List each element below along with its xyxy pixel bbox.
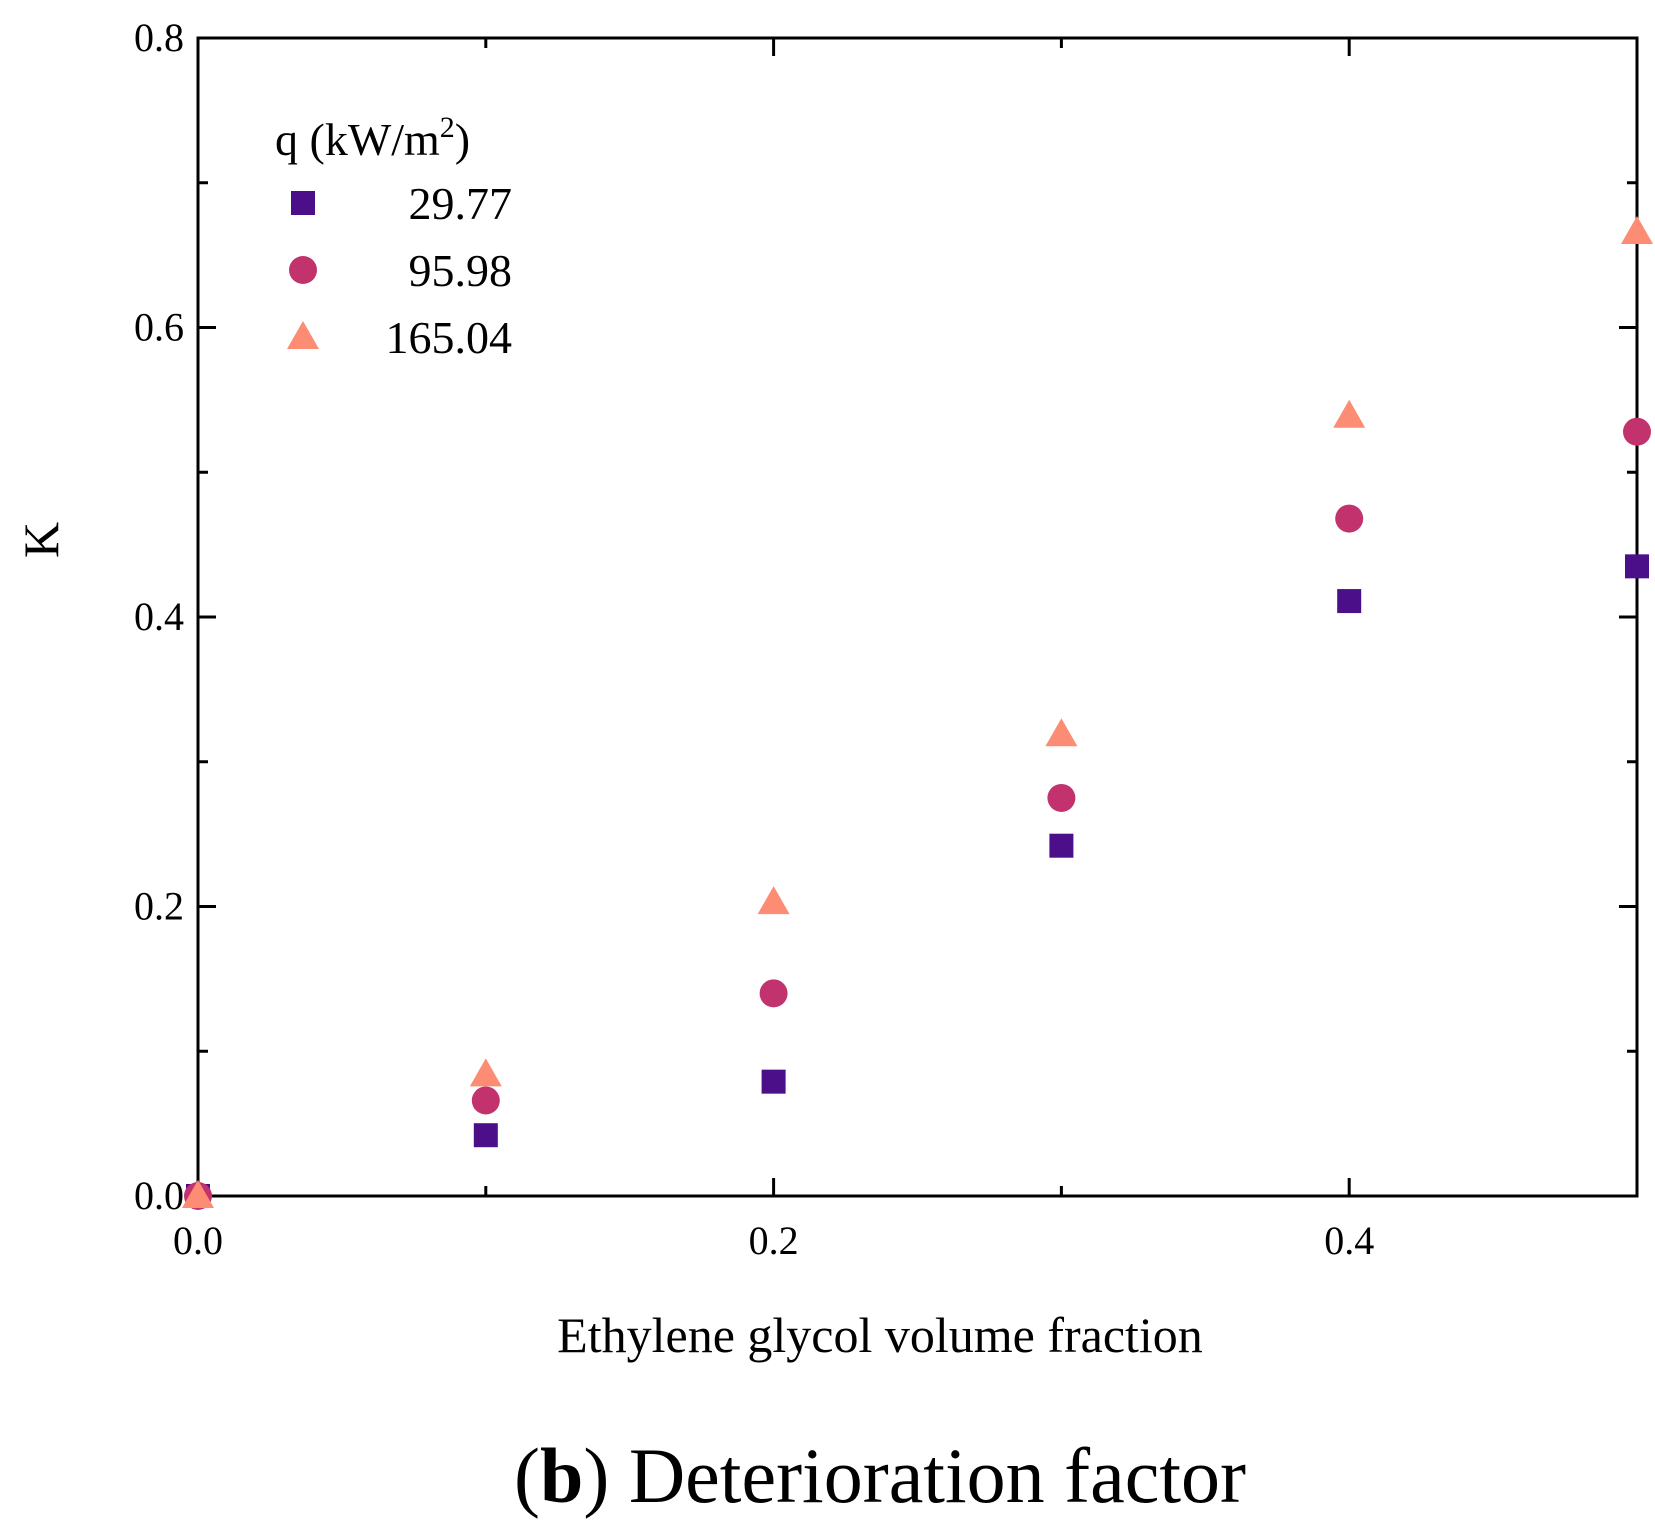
y-tick-label: 0.6	[134, 305, 184, 350]
data-markers	[182, 215, 1653, 1210]
caption-open-paren: (	[514, 1432, 540, 1519]
data-point-triangle	[182, 1180, 214, 1208]
x-axis-title: Ethylene glycol volume fraction	[557, 1307, 1203, 1363]
data-point-circle	[1623, 417, 1651, 446]
legend-label: 95.98	[409, 245, 513, 296]
data-point-triangle	[469, 1058, 502, 1087]
data-point-triangle	[757, 886, 790, 915]
data-point-triangle	[1621, 215, 1653, 244]
data-point-square	[1337, 589, 1362, 614]
data-point-circle	[1047, 783, 1076, 812]
data-point-circle	[759, 979, 788, 1008]
axis-ticks: 0.0 0.2 0.4 0.6 0.8 0.0 0.2 0.4	[134, 15, 1639, 1263]
caption-text: Deterioration factor	[609, 1432, 1246, 1519]
legend-marker-triangle	[287, 321, 319, 349]
series-circle	[184, 417, 1651, 1210]
data-point-circle	[471, 1086, 500, 1115]
figure-caption: (b) Deterioration factor	[514, 1432, 1246, 1519]
x-tick-label: 0.0	[173, 1218, 223, 1263]
data-point-triangle	[1045, 718, 1078, 747]
legend: q (kW/m2) 29.77 95.98 165.04	[275, 111, 512, 363]
series-triangle	[182, 215, 1653, 1208]
x-tick-label: 0.2	[749, 1218, 799, 1263]
legend-label: 29.77	[409, 178, 513, 229]
y-tick-label: 0.4	[134, 594, 184, 639]
data-point-square	[1625, 554, 1649, 579]
legend-label: 165.04	[386, 312, 513, 363]
series-square	[186, 554, 1649, 1208]
caption-close-paren: )	[583, 1432, 609, 1519]
legend-marker-square	[291, 191, 315, 215]
data-point-circle	[1335, 504, 1364, 533]
data-point-square	[761, 1069, 786, 1094]
y-tick-label: 0.8	[134, 15, 184, 60]
legend-items: 29.77 95.98 165.04	[287, 178, 512, 363]
legend-title-prefix: q (kW/m	[275, 114, 440, 165]
data-point-square	[1049, 833, 1074, 858]
y-axis-title: K	[13, 522, 69, 558]
data-point-square	[473, 1123, 498, 1148]
legend-title: q (kW/m2)	[275, 111, 470, 165]
y-tick-label: 0.0	[134, 1173, 184, 1218]
x-tick-label: 0.4	[1324, 1218, 1374, 1263]
data-point-triangle	[1333, 399, 1366, 428]
y-tick-label: 0.2	[134, 884, 184, 929]
legend-title-superscript: 2	[440, 111, 455, 144]
legend-marker-circle	[289, 256, 317, 284]
caption-letter: b	[540, 1432, 583, 1519]
legend-title-suffix: )	[455, 114, 470, 165]
